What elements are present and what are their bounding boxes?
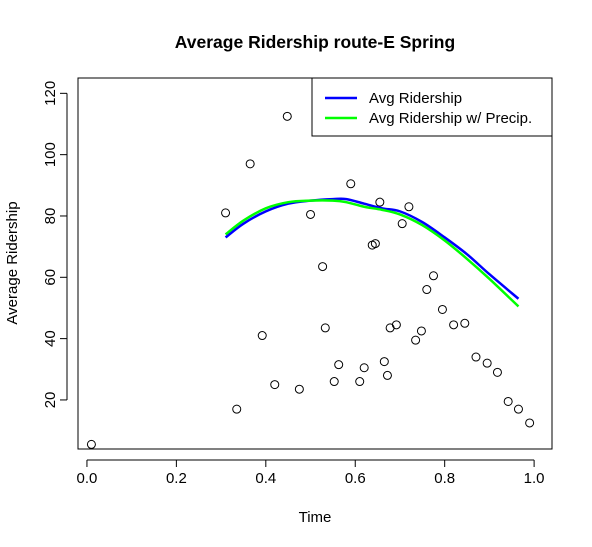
data-point: [355, 377, 365, 387]
series-line-avg-ridership-precip: [224, 199, 520, 308]
data-point: [270, 380, 280, 390]
y-axis-label: Average Ridership: [4, 201, 21, 324]
data-point: [391, 320, 401, 330]
data-point: [86, 439, 96, 449]
x-tick-label: 0.8: [434, 470, 455, 487]
x-tick-label: 1.0: [524, 470, 545, 487]
data-point: [375, 197, 385, 207]
data-point: [397, 219, 407, 229]
legend-label-avg-ridership: Avg Ridership: [369, 90, 462, 107]
y-tick-label: 80: [42, 208, 59, 225]
data-point: [525, 418, 535, 428]
data-point: [245, 159, 255, 169]
legend-label-avg-ridership-precip: Avg Ridership w/ Precip.: [369, 110, 532, 127]
y-tick-label: 100: [42, 142, 59, 167]
data-point: [329, 377, 339, 387]
data-point: [503, 396, 513, 406]
series-line-avg-ridership: [224, 197, 520, 300]
x-tick-label: 0.4: [255, 470, 276, 487]
data-point: [282, 111, 292, 121]
y-tick-label: 60: [42, 269, 59, 286]
series-lines: [224, 197, 520, 308]
scatter-points: [86, 111, 535, 449]
x-tick-label: 0.0: [77, 470, 98, 487]
data-point: [221, 208, 231, 218]
data-point: [422, 285, 432, 295]
x-axis-label: Time: [299, 509, 332, 526]
data-point: [382, 370, 392, 380]
data-point: [346, 179, 356, 189]
data-point: [449, 320, 459, 330]
x-tick-label: 0.2: [166, 470, 187, 487]
data-point: [294, 384, 304, 394]
data-point: [306, 209, 316, 219]
data-point: [318, 262, 328, 272]
legend-box: [311, 77, 553, 137]
data-point: [416, 326, 426, 336]
data-point: [471, 352, 481, 362]
data-point: [385, 323, 395, 333]
data-point: [370, 239, 380, 249]
data-point: [359, 363, 369, 373]
data-point: [482, 358, 492, 368]
data-point: [257, 331, 267, 341]
data-point: [437, 304, 447, 314]
x-tick-label: 0.6: [345, 470, 366, 487]
data-point: [232, 404, 242, 414]
data-point: [460, 318, 470, 328]
y-axis: 20 40 60 80 100 120: [42, 81, 68, 409]
data-point: [429, 271, 438, 281]
data-point: [411, 335, 421, 345]
chart-title: Average Ridership route-E Spring: [175, 32, 455, 52]
data-point: [492, 367, 502, 377]
data-point: [404, 202, 414, 212]
data-point: [513, 404, 523, 414]
data-point: [334, 360, 344, 370]
x-axis: 0.0 0.2 0.4 0.6 0.8 1.0: [77, 459, 545, 487]
data-point: [320, 323, 330, 333]
legend: Avg Ridership Avg Ridership w/ Precip.: [311, 77, 553, 137]
y-tick-label: 120: [42, 81, 59, 106]
data-point: [379, 357, 389, 367]
y-tick-label: 20: [42, 392, 59, 409]
y-tick-label: 40: [42, 330, 59, 347]
